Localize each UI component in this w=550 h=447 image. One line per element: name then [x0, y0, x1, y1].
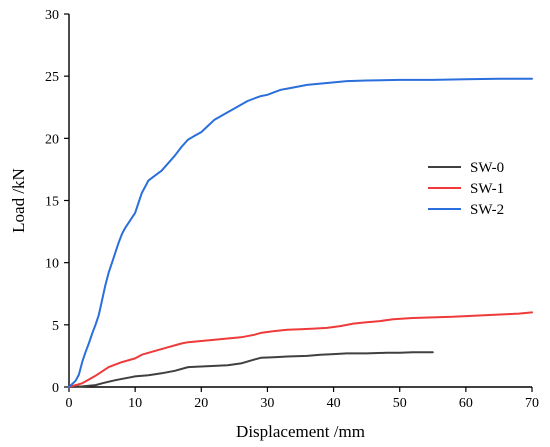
axes: 0 10 20 30 40 50 60 70 0 5 10 15 20 25 30 [45, 8, 539, 411]
series-line-sw-1 [68, 311, 533, 388]
series-group [68, 77, 533, 388]
y-tick-label: 5 [52, 319, 59, 334]
y-tick-label: 10 [45, 257, 59, 272]
x-tick-label: 20 [194, 396, 208, 411]
legend-label-sw-2: SW-2 [470, 202, 504, 218]
y-axis-title: Load /kN [9, 168, 28, 233]
x-tick-label: 70 [525, 396, 539, 411]
legend-label-sw-0: SW-0 [470, 160, 504, 176]
series-line-sw-2 [68, 77, 533, 388]
x-axis-title: Displacement /mm [236, 422, 365, 441]
x-tick-label: 40 [327, 396, 341, 411]
y-tick-label: 20 [45, 132, 59, 147]
x-tick-label: 30 [260, 396, 274, 411]
x-tick-label: 0 [66, 396, 73, 411]
y-tick-label: 15 [45, 195, 59, 210]
y-tick-label: 0 [52, 381, 59, 396]
x-tick-label: 50 [393, 396, 407, 411]
series-line-sw-0 [68, 351, 434, 388]
y-tick-label: 25 [45, 70, 59, 85]
x-tick-label: 10 [128, 396, 142, 411]
legend-label-sw-1: SW-1 [470, 181, 504, 197]
y-tick-label: 30 [45, 8, 59, 23]
x-tick-label: 60 [459, 396, 473, 411]
legend: SW-0 SW-1 SW-2 [428, 160, 504, 218]
